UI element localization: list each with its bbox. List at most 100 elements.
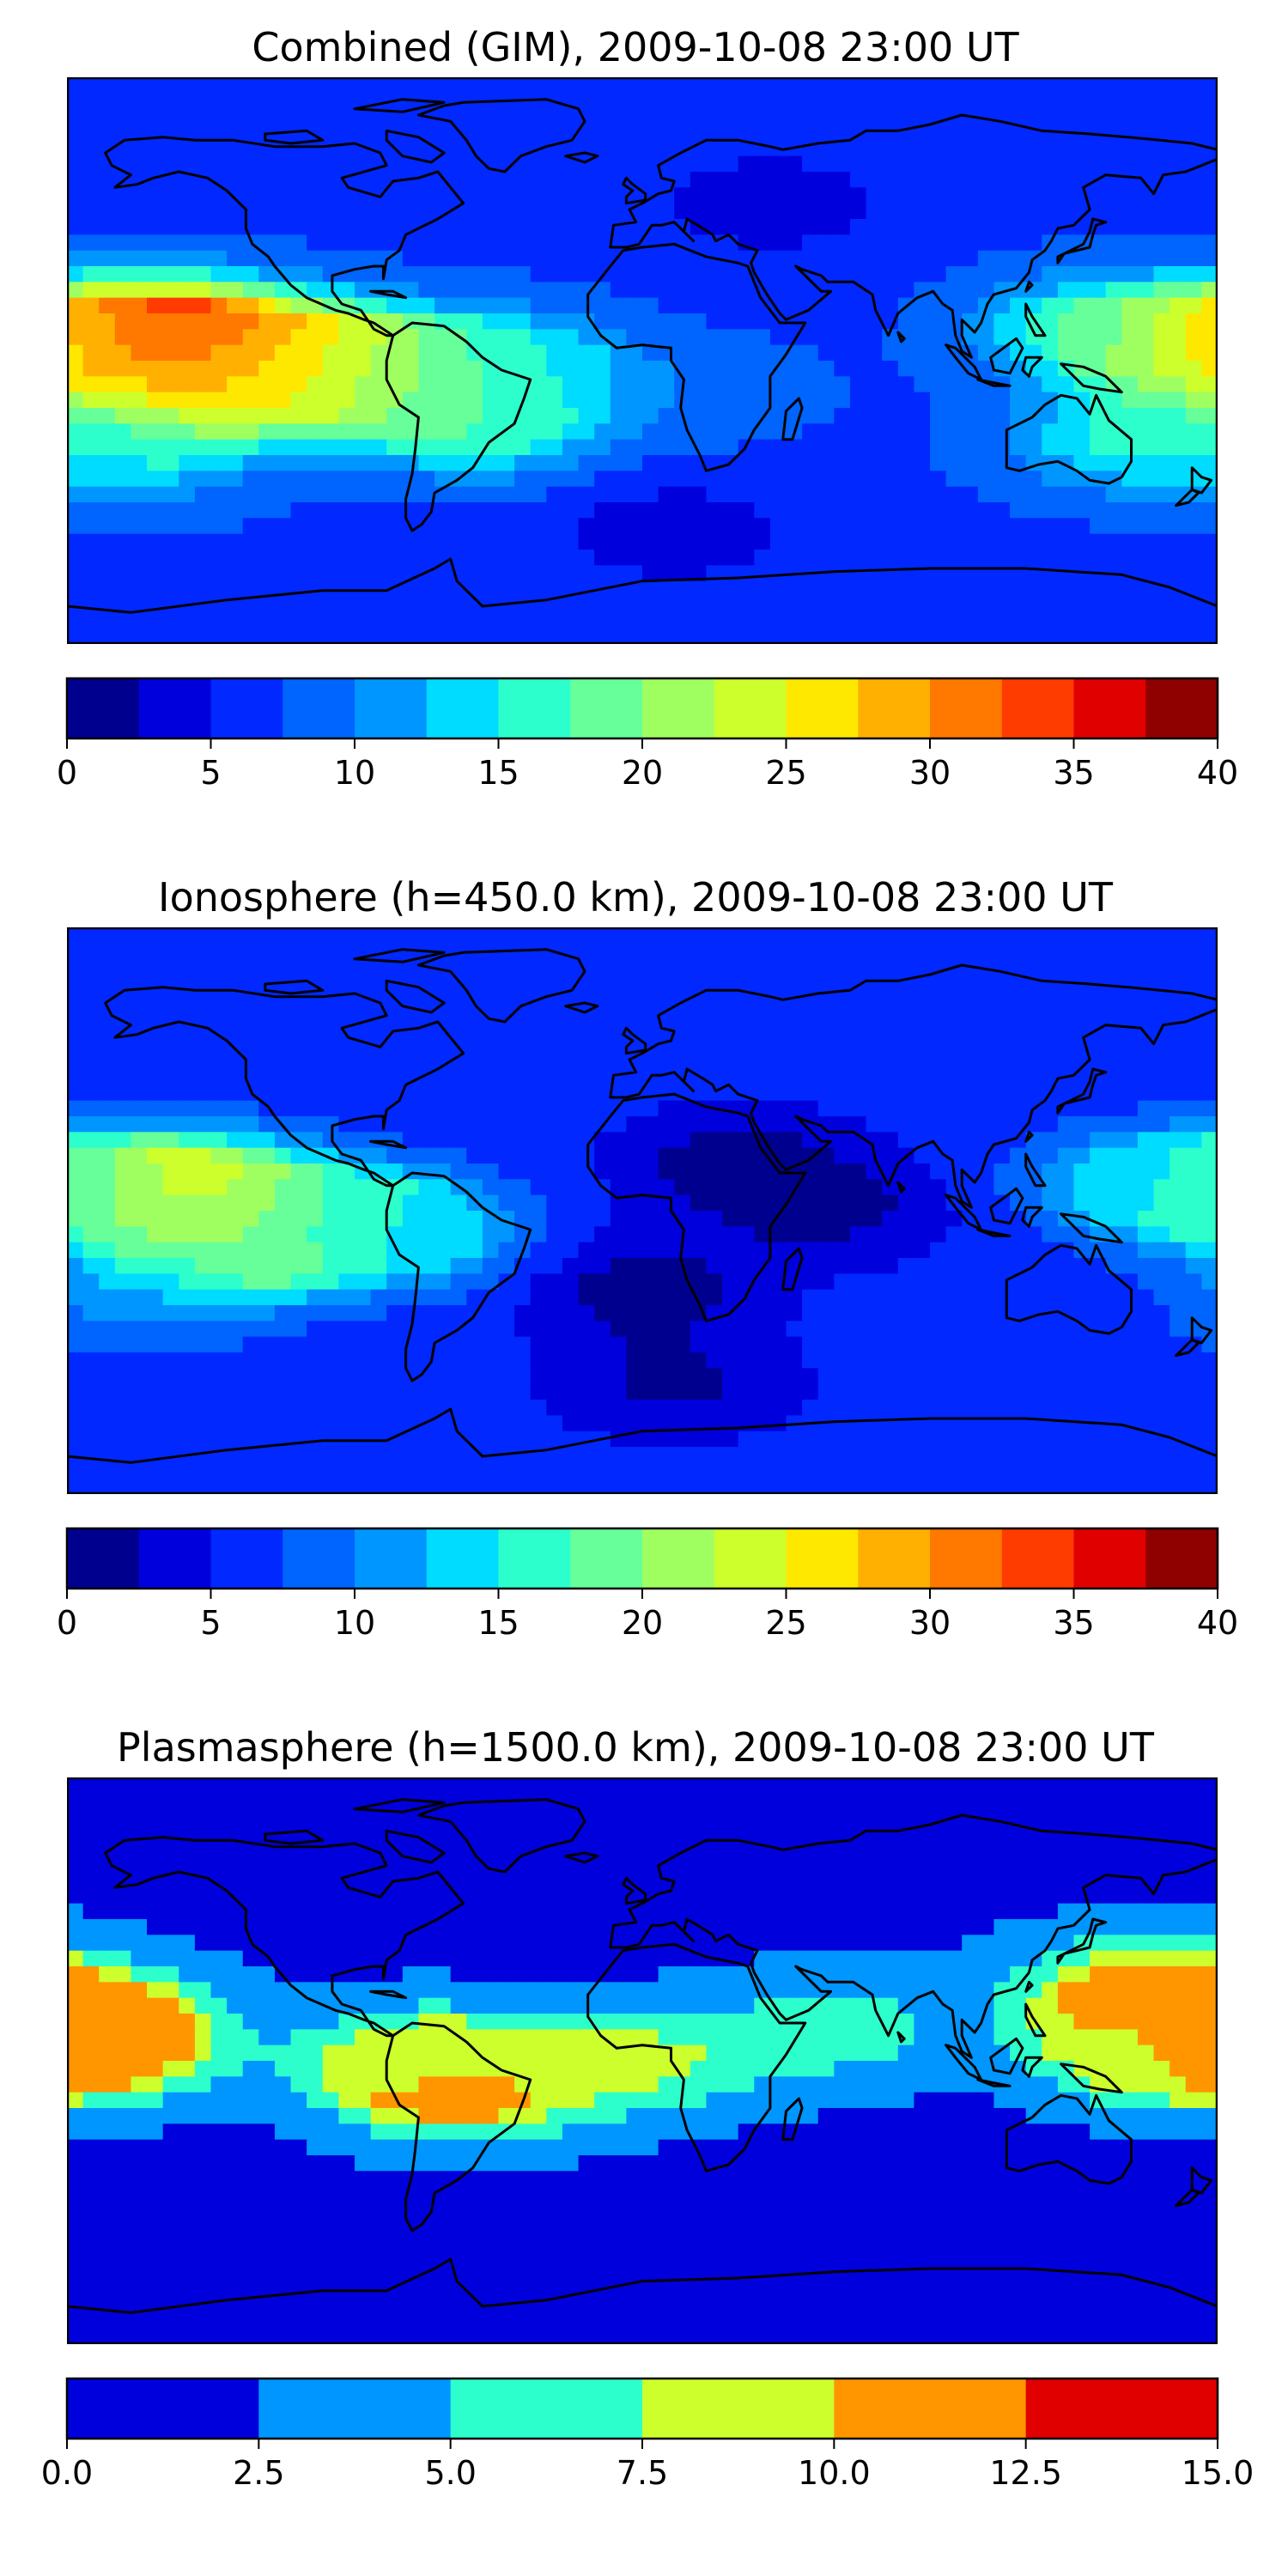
coastline-uk bbox=[622, 176, 647, 205]
colorbar-tick-label: 20 bbox=[621, 754, 664, 792]
world-map bbox=[67, 77, 1218, 644]
map-frame bbox=[67, 927, 1218, 1494]
colorbar-swatch bbox=[138, 1528, 211, 1589]
colorbar-swatch bbox=[426, 678, 499, 738]
data-field bbox=[67, 1777, 1218, 2344]
coastline-madagascar bbox=[781, 397, 804, 441]
coastline-java bbox=[976, 1228, 1012, 1237]
colorbar-tick-label: 5 bbox=[200, 1604, 222, 1642]
colorbar-tick-label: 12.5 bbox=[989, 2454, 1062, 2492]
colorbar-swatch bbox=[930, 1528, 1003, 1589]
colorbar-swatch bbox=[570, 678, 643, 738]
data-field bbox=[67, 927, 1218, 1494]
colorbar-tick-label: 0 bbox=[56, 754, 78, 792]
colorbar-tick-label: 30 bbox=[908, 754, 951, 792]
coastline-new-zealand-south bbox=[1175, 488, 1200, 507]
colorbar-swatch bbox=[498, 678, 571, 738]
coastline-new-guinea bbox=[1060, 1212, 1123, 1244]
coastline-africa bbox=[586, 1942, 807, 2172]
colorbar-swatch bbox=[283, 678, 355, 738]
coastline-philippines bbox=[1024, 1152, 1047, 1188]
colorbar-swatch bbox=[258, 2379, 452, 2439]
colorbar-tick-label: 15 bbox=[477, 754, 519, 792]
coastline-victoria-island bbox=[264, 129, 325, 145]
colorbar-tick-label: 7.5 bbox=[616, 2454, 669, 2492]
colorbar bbox=[65, 1527, 1219, 1599]
coastline-eurasia bbox=[609, 113, 1218, 359]
colorbar-tick-label: 0.0 bbox=[40, 2454, 94, 2492]
coastline-south-america bbox=[385, 1171, 532, 1382]
colorbar-swatch bbox=[1025, 2379, 1218, 2439]
colorbar-swatch bbox=[858, 678, 931, 738]
colorbar-ticks: 0 5 10 15 20 25 30 35 40 bbox=[57, 1601, 1238, 1644]
coastline-iceland bbox=[564, 1851, 599, 1864]
colorbar-swatch bbox=[1001, 678, 1074, 738]
coastline-borneo bbox=[989, 1187, 1024, 1225]
coastline-madagascar bbox=[781, 1247, 804, 1291]
colorbar bbox=[65, 677, 1219, 749]
coastline-madagascar bbox=[781, 2097, 804, 2142]
coastline-japan bbox=[1056, 1067, 1108, 1115]
coastline-taiwan bbox=[1024, 1980, 1034, 1993]
colorbar-tick-label: 35 bbox=[1053, 1604, 1095, 1642]
coastline-antarctica bbox=[67, 1407, 1218, 1464]
panel-ionosphere: Ionosphere (h=450.0 km), 2009-10-08 23:0… bbox=[0, 867, 1288, 1726]
colorbar-swatch bbox=[210, 1528, 283, 1589]
colorbar-tick-label: 2.5 bbox=[233, 2454, 285, 2492]
coastline-north-america bbox=[104, 136, 465, 337]
coastline-new-zealand-south bbox=[1175, 1338, 1200, 1358]
coastline-greenland bbox=[416, 1798, 586, 1874]
colorbar-tick-label: 40 bbox=[1196, 1604, 1239, 1642]
coastline-ellesmere bbox=[353, 1798, 446, 1814]
chart-title: Ionosphere (h=450.0 km), 2009-10-08 23:0… bbox=[158, 874, 1113, 920]
colorbar-tick-label: 15.0 bbox=[1181, 2454, 1255, 2492]
panel-combined: Combined (GIM), 2009-10-08 23:00 UT 0 5 10… bbox=[0, 17, 1288, 876]
colorbar-swatch bbox=[355, 678, 428, 738]
colorbar-swatch bbox=[67, 2379, 259, 2439]
colorbar-tick-label: 25 bbox=[765, 754, 807, 792]
colorbar-swatch bbox=[426, 1528, 499, 1589]
colorbar-tick-label: 20 bbox=[621, 1604, 664, 1642]
coastline-greenland bbox=[416, 948, 586, 1024]
coastline-cuba bbox=[369, 289, 408, 300]
map-frame bbox=[67, 1777, 1218, 2344]
chart-title: Plasmasphere (h=1500.0 km), 2009-10-08 2… bbox=[117, 1724, 1154, 1771]
colorbar-tick-label: 25 bbox=[765, 1604, 807, 1642]
colorbar-swatch bbox=[570, 1528, 643, 1589]
colorbar-swatch bbox=[1073, 678, 1146, 738]
coastline-north-america bbox=[104, 986, 465, 1188]
colorbar-swatch bbox=[786, 678, 859, 738]
coastline-borneo bbox=[989, 337, 1024, 375]
coastline-south-america bbox=[385, 321, 532, 532]
coastline-sulawesi bbox=[1021, 355, 1043, 378]
coastline-philippines bbox=[1024, 2002, 1047, 2038]
colorbar-frame bbox=[65, 1527, 1219, 1590]
colorbar-swatch bbox=[1145, 678, 1218, 738]
colorbar-ticks: 0.0 2.5 5.0 7.5 10.0 12.5 15.0 bbox=[41, 2451, 1255, 2494]
world-map bbox=[67, 927, 1218, 1494]
coastlines bbox=[67, 948, 1218, 1464]
coastline-taiwan bbox=[1024, 280, 1034, 293]
colorbar-tick-label: 35 bbox=[1053, 754, 1095, 792]
map-frame bbox=[67, 77, 1218, 644]
coastline-cuba bbox=[369, 1990, 408, 2000]
coastline-new-zealand bbox=[1190, 2166, 1213, 2195]
coastline-iceland bbox=[564, 1001, 599, 1014]
coastlines bbox=[67, 98, 1218, 614]
coastline-taiwan bbox=[1024, 1130, 1034, 1143]
coastline-new-guinea bbox=[1060, 362, 1123, 394]
coastline-sri-lanka bbox=[896, 331, 906, 343]
coastlines bbox=[67, 1798, 1218, 2314]
colorbar-swatch bbox=[67, 1528, 140, 1589]
coastline-sulawesi bbox=[1021, 1206, 1043, 1228]
colorbar-tick-label: 10 bbox=[333, 1604, 376, 1642]
colorbar-swatch bbox=[67, 678, 140, 738]
colorbar-swatch bbox=[1145, 1528, 1218, 1589]
coastline-philippines bbox=[1024, 302, 1047, 337]
coastline-japan bbox=[1056, 1917, 1108, 1965]
colorbar-swatch bbox=[450, 2379, 643, 2439]
colorbar-frame bbox=[65, 2377, 1219, 2440]
colorbar-swatch bbox=[642, 1528, 715, 1589]
colorbar-tick-label: 10 bbox=[333, 754, 376, 792]
colorbar-tick-label: 10.0 bbox=[798, 2454, 871, 2492]
